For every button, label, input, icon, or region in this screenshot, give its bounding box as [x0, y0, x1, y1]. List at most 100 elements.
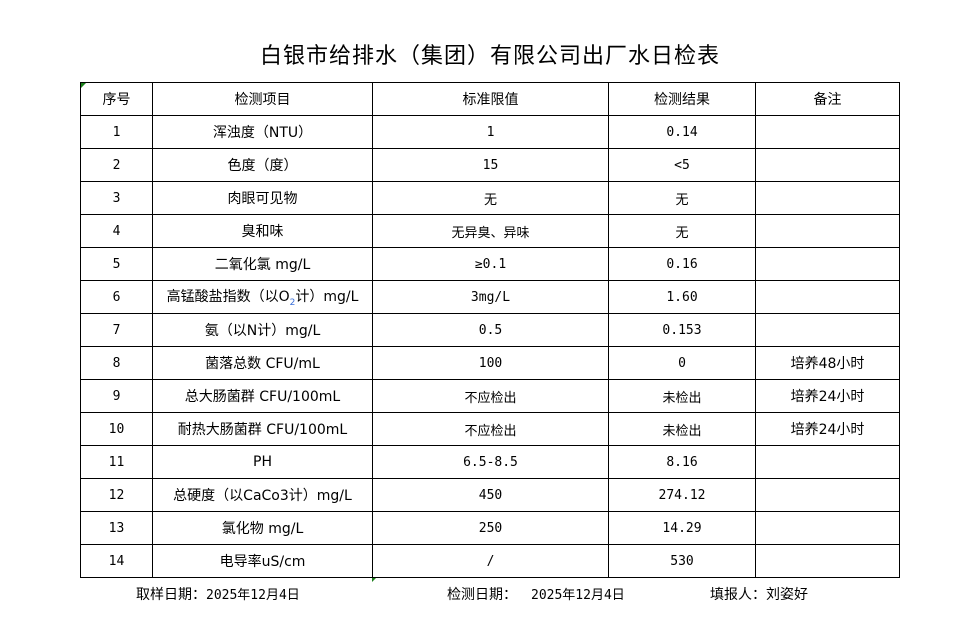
item-text: 计）mg/L: [295, 289, 359, 306]
row-limit: 不应检出: [372, 379, 609, 413]
row-note: 培养48小时: [755, 346, 900, 380]
row-limit: 1: [372, 115, 609, 149]
row-number: 12: [80, 478, 153, 512]
row-number: 2: [80, 148, 153, 182]
row-number: 9: [80, 379, 153, 413]
table-row: 6 高锰酸盐指数（以O2计）mg/L 3mg/L 1.60: [80, 280, 900, 314]
table-row: 2 色度（度） 15 <5: [80, 148, 900, 182]
header-item: 检测项目: [152, 82, 373, 116]
row-item: PH: [152, 445, 373, 479]
row-item: 浑浊度（NTU）: [152, 115, 373, 149]
row-note: 培养24小时: [755, 379, 900, 413]
row-note: [755, 544, 900, 578]
row-result: 8.16: [608, 445, 756, 479]
testing-date-label: 检测日期：: [447, 587, 517, 603]
row-result: 未检出: [608, 412, 756, 446]
table-row: 12 总硬度（以CaCo3计）mg/L 450 274.12: [80, 478, 900, 512]
header-limit: 标准限值: [372, 82, 609, 116]
table-row: 13 氯化物 mg/L 250 14.29: [80, 511, 900, 545]
row-limit: 无异臭、异味: [372, 214, 609, 248]
row-note: [755, 313, 900, 347]
testing-date-value: 2025年12月4日: [531, 588, 625, 603]
row-item: 总硬度（以CaCo3计）mg/L: [152, 478, 373, 512]
row-number: 1: [80, 115, 153, 149]
sampling-date-label: 取样日期：: [136, 587, 206, 603]
row-result: <5: [608, 148, 756, 182]
row-result: 274.12: [608, 478, 756, 512]
table-row: 4 臭和味 无异臭、异味无: [80, 214, 900, 248]
row-note: [755, 181, 900, 215]
row-number: 3: [80, 181, 153, 215]
row-limit: 250: [372, 511, 609, 545]
row-note: 培养24小时: [755, 412, 900, 446]
row-number: 8: [80, 346, 153, 380]
table-row: 14 电导率uS/cm/530: [80, 544, 900, 578]
row-number: 14: [80, 544, 153, 578]
row-item: 氯化物 mg/L: [152, 511, 373, 545]
row-item: 肉眼可见物: [152, 181, 373, 215]
row-limit: 450: [372, 478, 609, 512]
row-note: [755, 280, 900, 314]
row-number: 13: [80, 511, 153, 545]
reporter-label: 填报人：: [710, 587, 766, 603]
row-number: 11: [80, 445, 153, 479]
row-note: [755, 115, 900, 149]
reporter-name: 刘姿好: [766, 587, 808, 603]
row-limit: 不应检出: [372, 412, 609, 446]
sampling-date-value: 2025年12月4日: [206, 588, 300, 603]
row-number: 7: [80, 313, 153, 347]
inspection-table: 序号 检测项目 标准限值 检测结果 备注 1 浑浊度（NTU） 1 0.14 2 色度（度…: [80, 82, 900, 578]
row-result: 无: [608, 214, 756, 248]
item-subscript: 2: [289, 297, 296, 308]
header-note: 备注: [755, 82, 900, 116]
row-item: 电导率uS/cm: [152, 544, 373, 578]
row-limit: ≥0.1: [372, 247, 609, 281]
header-no: 序号: [80, 82, 153, 116]
row-limit: /: [372, 544, 609, 578]
row-number: 4: [80, 214, 153, 248]
testing-date: 检测日期： 2025年12月4日: [447, 584, 625, 604]
row-item: 耐热大肠菌群 CFU/100mL: [152, 412, 373, 446]
row-item: 菌落总数 CFU/mL: [152, 346, 373, 380]
row-item: 高锰酸盐指数（以O2计）mg/L: [152, 280, 373, 314]
row-note: [755, 478, 900, 512]
row-note: [755, 148, 900, 182]
row-note: [755, 445, 900, 479]
row-result: 530: [608, 544, 756, 578]
row-item: 二氧化氯 mg/L: [152, 247, 373, 281]
table-row: 11 PH 6.5-8.5 8.16: [80, 445, 900, 479]
row-limit: 3mg/L: [372, 280, 609, 314]
row-limit: 6.5-8.5: [372, 445, 609, 479]
row-result: 0.14: [608, 115, 756, 149]
cell-marker: [372, 577, 377, 582]
row-number: 10: [80, 412, 153, 446]
row-result: 0.16: [608, 247, 756, 281]
row-item: 氨（以N计）mg/L: [152, 313, 373, 347]
row-note: [755, 214, 900, 248]
table-row: 3 肉眼可见物无无: [80, 181, 900, 215]
reporter: 填报人：刘姿好: [710, 584, 808, 604]
row-number: 6: [80, 280, 153, 314]
row-item: 总大肠菌群 CFU/100mL: [152, 379, 373, 413]
page-title: 白银市给排水（集团）有限公司出厂水日检表: [259, 44, 720, 69]
table-row: 5 二氧化氯 mg/L ≥0.1 0.16: [80, 247, 900, 281]
row-result: 无: [608, 181, 756, 215]
row-result: 0: [608, 346, 756, 380]
header-result: 检测结果: [608, 82, 756, 116]
item-text: 高锰酸盐指数（以O: [166, 289, 290, 306]
table-row: 10 耐热大肠菌群 CFU/100mL 不应检出 未检出 培养24小时: [80, 412, 900, 446]
row-number: 5: [80, 247, 153, 281]
table-row: 8 菌落总数 CFU/mL 100 0 培养48小时: [80, 346, 900, 380]
row-result: 0.153: [608, 313, 756, 347]
table-row: 9 总大肠菌群 CFU/100mL 不应检出 未检出 培养24小时: [80, 379, 900, 413]
sampling-date: 取样日期：2025年12月4日: [136, 584, 300, 604]
table-row: 7 氨（以N计）mg/L 0.5 0.153: [80, 313, 900, 347]
row-note: [755, 247, 900, 281]
row-limit: 0.5: [372, 313, 609, 347]
table-header-row: 序号 检测项目 标准限值 检测结果 备注: [80, 82, 900, 116]
table-row: 1 浑浊度（NTU） 1 0.14: [80, 115, 900, 149]
row-item: 色度（度）: [152, 148, 373, 182]
row-note: [755, 511, 900, 545]
row-result: 14.29: [608, 511, 756, 545]
row-limit: 100: [372, 346, 609, 380]
